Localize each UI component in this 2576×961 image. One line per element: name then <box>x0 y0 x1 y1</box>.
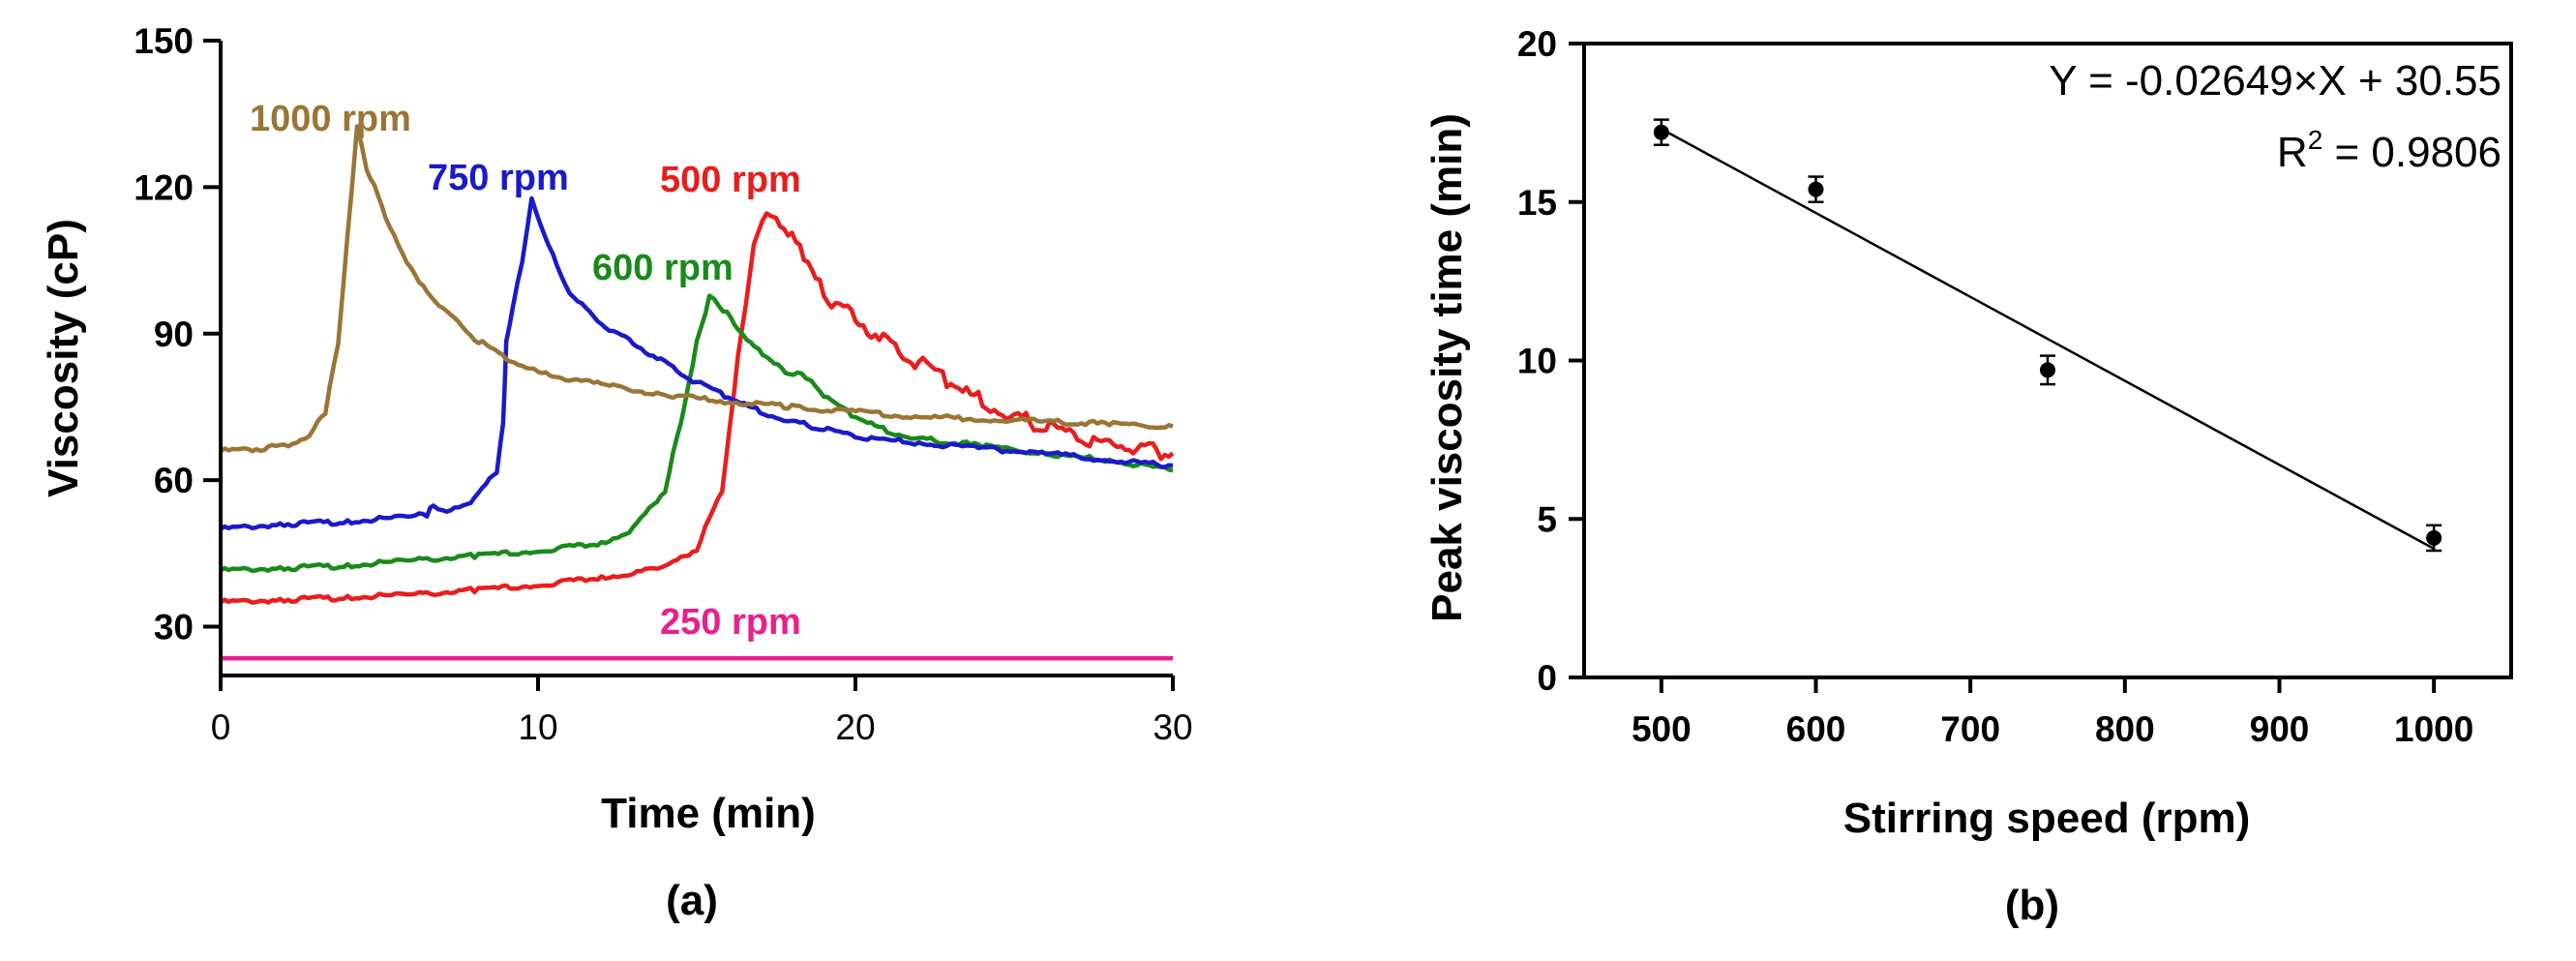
r-squared-text: R2 = 0.9806 <box>2277 125 2501 176</box>
panel-b-y-tick-label-15: 15 <box>1517 183 1557 223</box>
r-squared-superscript: 2 <box>2308 125 2323 155</box>
regression-line <box>1661 128 2435 551</box>
panel-a-viscosity-chart: 1000 rpm 750 rpm 600 rpm 500 rpm 250 rpm 30 6… <box>40 21 1193 924</box>
series-label-250-rpm: 250 rpm <box>660 602 801 643</box>
panel-a-x-tick-label-0: 0 <box>211 707 231 747</box>
panel-b-x-tick-label-600: 600 <box>1786 709 1846 749</box>
fit-equation: Y = -0.02649×X + 30.55 <box>2049 57 2501 105</box>
panel-a-x-tick-label-20: 20 <box>835 707 875 747</box>
series-line-1000-rpm <box>219 124 1174 454</box>
panel-b-y-tick-label-0: 0 <box>1537 658 1557 698</box>
panel-a-y-axis-title: Viscosity (cP) <box>40 219 87 497</box>
series-line-500-rpm <box>219 211 1175 605</box>
series-line-750-rpm <box>219 195 1174 531</box>
series-label-600-rpm: 600 rpm <box>592 248 734 288</box>
panel-b-y-tick-label-20: 20 <box>1517 24 1557 64</box>
panel-b-x-axis-title: Stirring speed (rpm) <box>1843 795 2251 842</box>
panel-b-x-tick-label-700: 700 <box>1940 709 2000 749</box>
series-line-600-rpm <box>219 293 1174 574</box>
panel-b-peak-time-chart: 0 5 10 15 20 500 600 700 800 900 1000 Y = -0.0264… <box>1423 24 2513 929</box>
panel-a-y-tick-label-30: 30 <box>154 608 194 647</box>
panel-a-x-tick-label-10: 10 <box>518 707 557 747</box>
panel-b-x-tick-label-1000: 1000 <box>2394 709 2473 749</box>
panel-a-y-tick-label-60: 60 <box>154 461 194 500</box>
panel-b-y-axis-title: Peak viscosity time (min) <box>1423 113 1471 622</box>
panel-a-x-axis-title: Time (min) <box>601 790 816 837</box>
data-point-500 <box>1653 124 1669 140</box>
panel-b-x-tick-label-500: 500 <box>1632 709 1692 749</box>
data-point-1000 <box>2426 529 2442 546</box>
panel-b-x-tick-label-800: 800 <box>2095 709 2155 749</box>
series-label-500-rpm: 500 rpm <box>660 160 801 200</box>
panel-a-y-tick-label-150: 150 <box>134 21 194 61</box>
series-label-1000-rpm: 1000 rpm <box>250 99 411 139</box>
series-label-750-rpm: 750 rpm <box>428 158 569 198</box>
panel-a-y-tick-label-90: 90 <box>154 315 194 354</box>
panel-b-y-tick-label-10: 10 <box>1517 342 1557 381</box>
r-squared-prefix: R <box>2277 129 2308 176</box>
r-squared-value: = 0.9806 <box>2322 129 2501 176</box>
panel-a-label: (a) <box>666 877 718 924</box>
panel-a-x-tick-label-30: 30 <box>1153 707 1192 747</box>
panel-b-x-tick-label-900: 900 <box>2250 709 2310 749</box>
data-point-600 <box>1808 181 1824 197</box>
panel-a-y-tick-label-120: 120 <box>134 167 194 207</box>
panel-b-y-tick-label-5: 5 <box>1537 499 1557 539</box>
data-point-750 <box>2040 362 2055 378</box>
panel-b-label: (b) <box>2005 882 2059 929</box>
